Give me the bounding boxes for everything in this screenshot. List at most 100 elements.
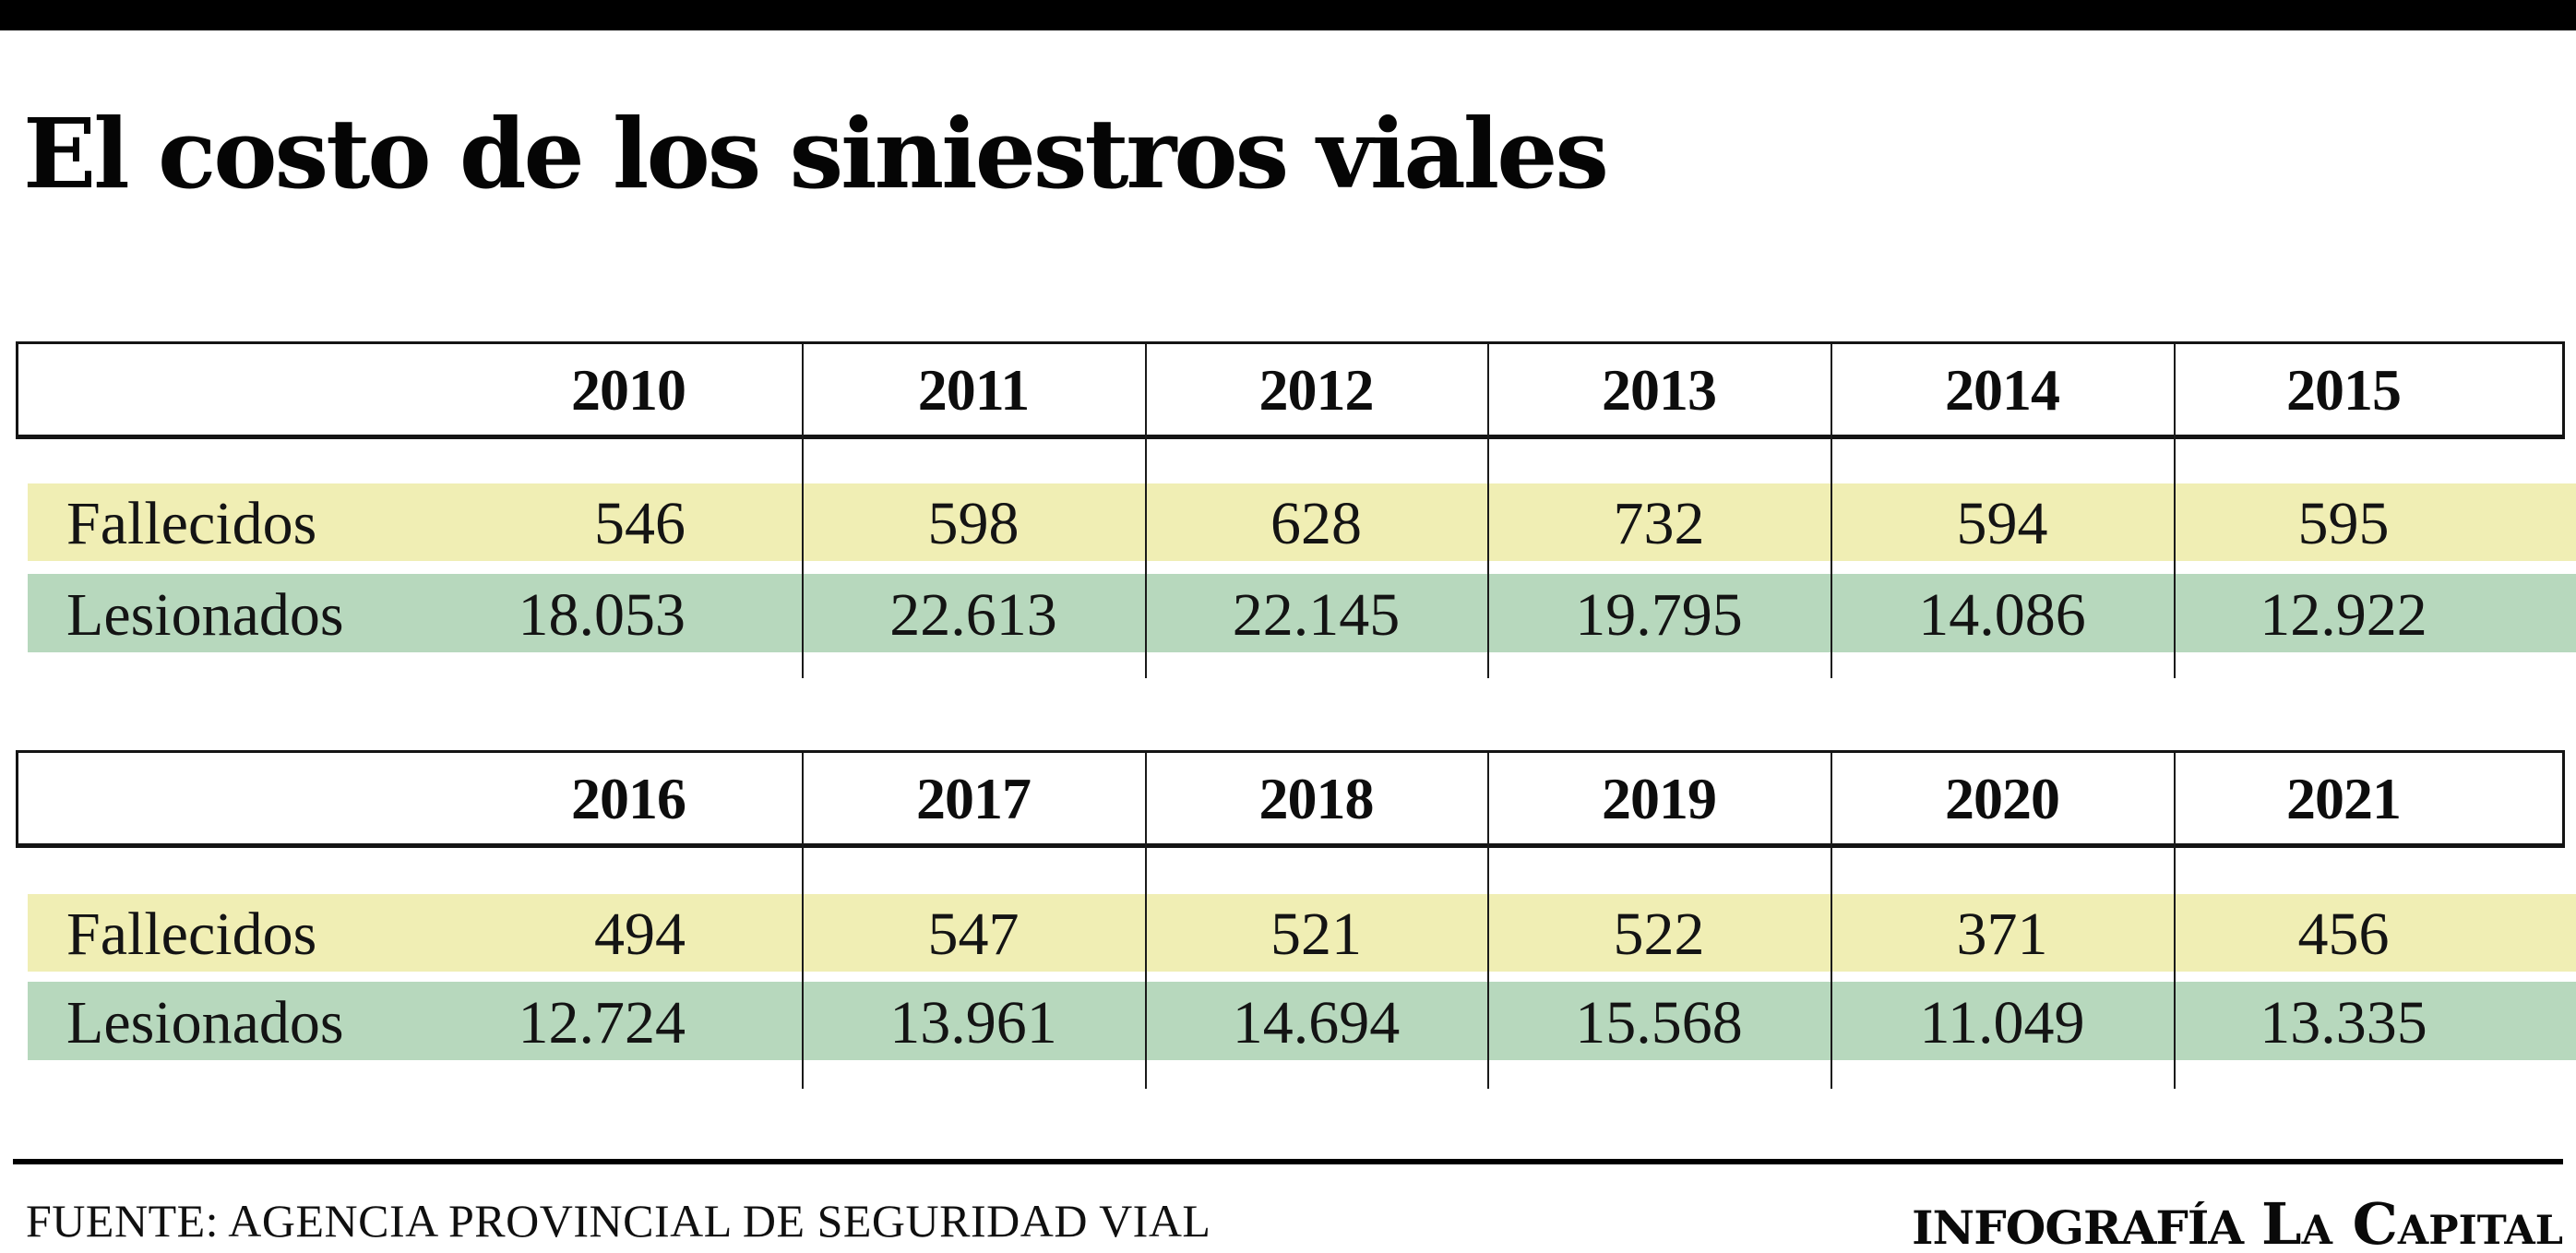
year-cell: 2018 bbox=[1145, 750, 1487, 848]
value-fallecidos-2017: 547 bbox=[927, 901, 1020, 969]
table-cell: 456 bbox=[2174, 894, 2576, 972]
column-divider bbox=[802, 753, 804, 1089]
page-title: El costo de los siniestros viales bbox=[23, 97, 1609, 210]
year-cell: 2010 bbox=[16, 341, 802, 439]
value-fallecidos-2014: 594 bbox=[1956, 490, 2048, 558]
credit: INFOGRAFÍA La Capital bbox=[1912, 1190, 2563, 1253]
table-cell: Lesionados 12.724 bbox=[28, 982, 802, 1060]
table-2010-2015: Fallecidos 546 598 628 732 594 595 Lesio… bbox=[0, 341, 2576, 681]
value-fallecidos-2015: 595 bbox=[2297, 490, 2390, 558]
year-2014: 2014 bbox=[1945, 357, 2060, 423]
column-divider bbox=[1487, 344, 1489, 678]
column-divider bbox=[2174, 344, 2176, 678]
year-header-box bbox=[16, 341, 2565, 439]
row-label-lesionados: Lesionados bbox=[66, 581, 344, 650]
footer-rule bbox=[13, 1159, 2563, 1164]
value-lesionados-2015: 12.922 bbox=[2260, 581, 2427, 650]
value-lesionados-2016: 12.724 bbox=[518, 989, 686, 1057]
column-divider bbox=[1831, 344, 1832, 678]
value-fallecidos-2013: 732 bbox=[1613, 490, 1705, 558]
top-black-bar bbox=[0, 0, 2576, 30]
year-cell: 2015 bbox=[2174, 341, 2565, 439]
table-cell: 14.086 bbox=[1831, 574, 2174, 652]
year-2019: 2019 bbox=[1602, 766, 1717, 831]
row-label-lesionados: Lesionados bbox=[66, 989, 344, 1057]
column-divider bbox=[802, 344, 804, 678]
value-fallecidos-2016: 494 bbox=[594, 901, 686, 969]
table-cell: 19.795 bbox=[1487, 574, 1831, 652]
lesionados-row: Lesionados 12.724 13.961 14.694 15.568 1… bbox=[28, 982, 2576, 1060]
row-label-fallecidos: Fallecidos bbox=[66, 901, 317, 969]
column-divider bbox=[1145, 753, 1147, 1089]
table-cell: 22.613 bbox=[802, 574, 1145, 652]
year-2011: 2011 bbox=[917, 357, 1030, 423]
year-cell: 2011 bbox=[802, 341, 1145, 439]
table-cell: Fallecidos 546 bbox=[28, 483, 802, 561]
value-lesionados-2019: 15.568 bbox=[1575, 989, 1743, 1057]
table-cell: 594 bbox=[1831, 483, 2174, 561]
value-lesionados-2012: 22.145 bbox=[1232, 581, 1401, 650]
year-cell: 2013 bbox=[1487, 341, 1831, 439]
value-fallecidos-2010: 546 bbox=[594, 490, 686, 558]
value-lesionados-2010: 18.053 bbox=[518, 581, 686, 650]
table-cell: 22.145 bbox=[1145, 574, 1487, 652]
value-lesionados-2011: 22.613 bbox=[889, 581, 1057, 650]
year-header-row: 2016 2017 2018 2019 2020 2021 bbox=[16, 750, 2565, 848]
year-cell: 2016 bbox=[16, 750, 802, 848]
source-text: FUENTE: AGENCIA PROVINCIAL DE SEGURIDAD … bbox=[26, 1195, 1211, 1247]
year-2012: 2012 bbox=[1258, 357, 1375, 423]
value-lesionados-2017: 13.961 bbox=[889, 989, 1057, 1057]
year-2017: 2017 bbox=[916, 766, 1032, 831]
value-fallecidos-2019: 522 bbox=[1613, 901, 1705, 969]
year-cell: 2014 bbox=[1831, 341, 2174, 439]
year-2016: 2016 bbox=[571, 766, 686, 831]
table-cell: 13.961 bbox=[802, 982, 1145, 1060]
year-cell: 2020 bbox=[1831, 750, 2174, 848]
column-divider bbox=[1831, 753, 1832, 1089]
value-lesionados-2014: 14.086 bbox=[1918, 581, 2086, 650]
value-fallecidos-2020: 371 bbox=[1956, 901, 2048, 969]
table-cell: 14.694 bbox=[1145, 982, 1487, 1060]
column-divider bbox=[1487, 753, 1489, 1089]
year-cell: 2012 bbox=[1145, 341, 1487, 439]
value-lesionados-2018: 14.694 bbox=[1232, 989, 1401, 1057]
table-2016-2021: Fallecidos 494 547 521 522 371 456 Lesio… bbox=[0, 750, 2576, 1089]
credit-prefix: INFOGRAFÍA bbox=[1912, 1200, 2244, 1253]
year-cell: 2017 bbox=[802, 750, 1145, 848]
table-cell: 522 bbox=[1487, 894, 1831, 972]
table-cell: 15.568 bbox=[1487, 982, 1831, 1060]
table-cell: 595 bbox=[2174, 483, 2576, 561]
year-header-box bbox=[16, 750, 2565, 848]
year-header-row: 2010 2011 2012 2013 2014 2015 bbox=[16, 341, 2565, 439]
value-lesionados-2013: 19.795 bbox=[1575, 581, 1743, 650]
value-lesionados-2021: 13.335 bbox=[2260, 989, 2427, 1057]
table-cell: 12.922 bbox=[2174, 574, 2576, 652]
column-divider bbox=[2174, 753, 2176, 1089]
credit-brand-logo: La Capital bbox=[2261, 1190, 2563, 1253]
year-2020: 2020 bbox=[1945, 766, 2060, 831]
row-label-fallecidos: Fallecidos bbox=[66, 490, 317, 558]
year-2013: 2013 bbox=[1602, 357, 1717, 423]
fallecidos-row: Fallecidos 546 598 628 732 594 595 bbox=[28, 483, 2576, 561]
table-cell: 11.049 bbox=[1831, 982, 2174, 1060]
year-2010: 2010 bbox=[571, 357, 686, 423]
year-2018: 2018 bbox=[1258, 766, 1375, 831]
lesionados-row: Lesionados 18.053 22.613 22.145 19.795 1… bbox=[28, 574, 2576, 652]
table-cell: 371 bbox=[1831, 894, 2174, 972]
column-divider bbox=[1145, 344, 1147, 678]
value-fallecidos-2011: 598 bbox=[927, 490, 1020, 558]
table-cell: 13.335 bbox=[2174, 982, 2576, 1060]
value-fallecidos-2012: 628 bbox=[1270, 490, 1362, 558]
table-cell: Lesionados 18.053 bbox=[28, 574, 802, 652]
table-cell: 628 bbox=[1145, 483, 1487, 561]
value-fallecidos-2018: 521 bbox=[1270, 901, 1362, 969]
table-cell: 732 bbox=[1487, 483, 1831, 561]
table-cell: 598 bbox=[802, 483, 1145, 561]
table-cell: 547 bbox=[802, 894, 1145, 972]
year-cell: 2019 bbox=[1487, 750, 1831, 848]
table-cell: 521 bbox=[1145, 894, 1487, 972]
table-cell: Fallecidos 494 bbox=[28, 894, 802, 972]
year-cell: 2021 bbox=[2174, 750, 2565, 848]
value-fallecidos-2021: 456 bbox=[2297, 901, 2390, 969]
year-2015: 2015 bbox=[2286, 357, 2402, 423]
